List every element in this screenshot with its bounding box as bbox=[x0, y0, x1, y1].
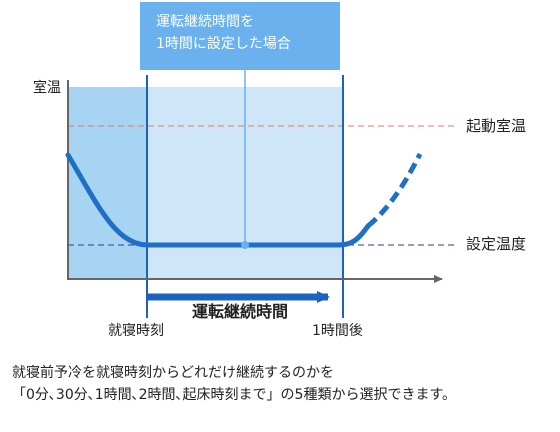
caption-line-1: 就寝前予冷を就寝時刻からどれだけ継続するのかを bbox=[12, 365, 334, 381]
temperature-curve bbox=[65, 152, 371, 248]
chart-panel-bedtime-before bbox=[68, 87, 147, 278]
annotation-dot bbox=[241, 241, 249, 249]
annotation-box: 運転継続時間を 1時間に設定した場合 bbox=[140, 2, 340, 70]
annotation-line-1: 運転継続時間を bbox=[156, 14, 254, 30]
one-hour-later-label: 1時間後 bbox=[312, 323, 363, 339]
caption: 就寝前予冷を就寝時刻からどれだけ継続するのかを 「0分､30分､1時間､2時間､… bbox=[12, 362, 552, 406]
bedtime-label: 就寝時刻 bbox=[108, 323, 164, 339]
set-temp-label: 設定温度 bbox=[466, 235, 527, 253]
temperature-rise-dashed bbox=[366, 152, 423, 228]
caption-line-2: 「0分､30分､1時間､2時間､起床時刻まで」の5種類から選択できます。 bbox=[12, 387, 457, 403]
start-temp-label: 起動室温 bbox=[466, 117, 527, 135]
y-axis-label: 室温 bbox=[33, 80, 61, 96]
duration-label: 運転継続時間 bbox=[192, 302, 289, 321]
annotation-line-2: 1時間に設定した場合 bbox=[156, 36, 291, 52]
